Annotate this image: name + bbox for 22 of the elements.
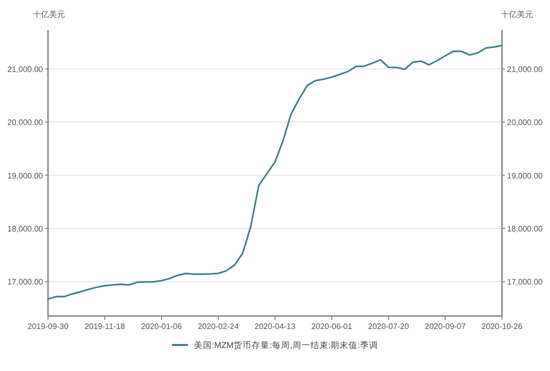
y-tick-label: 18,000.00 — [7, 224, 44, 234]
y2-tick-label: 18,000.00 — [507, 224, 544, 234]
y2-tick-label: 19,000.00 — [507, 171, 544, 180]
x-tick-label: 2020-01-06 — [141, 322, 183, 331]
x-tick-label: 2020-02-24 — [198, 322, 240, 331]
x-tick-label: 2020-10-26 — [482, 322, 524, 331]
y2-tick-label: 17,000.00 — [507, 278, 544, 287]
x-tick-label: 2020-06-01 — [311, 322, 353, 331]
y2-axis-title: 十亿美元 — [501, 10, 533, 19]
x-tick-label: 2020-09-07 — [424, 322, 466, 331]
y-tick-label: 19,000.00 — [7, 171, 44, 180]
y-tick-label: 17,000.00 — [7, 278, 44, 287]
x-tick-label: 2019-11-18 — [84, 322, 126, 331]
y-tick-label: 20,000.00 — [7, 118, 44, 128]
x-tick-label: 2019-09-30 — [28, 322, 70, 331]
y-axis-title: 十亿美元 — [33, 10, 65, 19]
x-tick-label: 2020-04-13 — [254, 322, 296, 331]
legend: 美国:MZM货币存量:每周,周一结束:期末值:季调 — [172, 340, 378, 350]
y2-tick-label: 20,000.00 — [507, 118, 544, 128]
y-tick-label: 21,000.00 — [7, 64, 44, 74]
y2-tick-label: 21,000.00 — [507, 64, 544, 74]
x-tick-label: 2020-07-20 — [368, 322, 410, 331]
